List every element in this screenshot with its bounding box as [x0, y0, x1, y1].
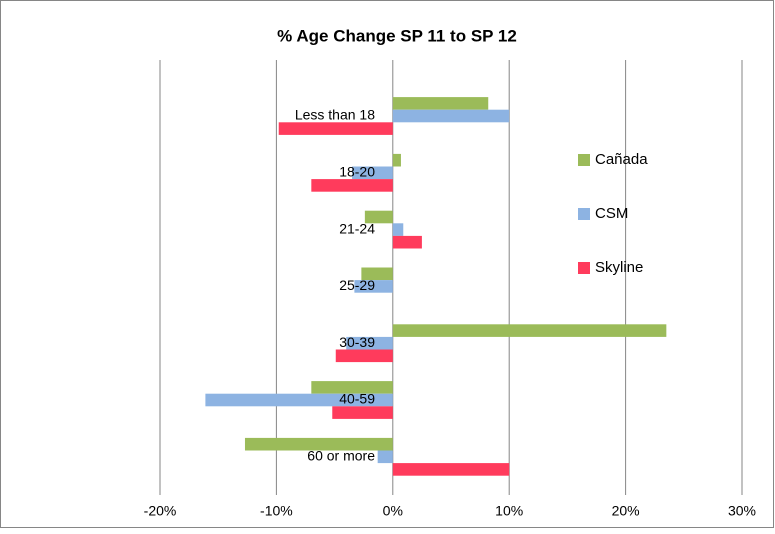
bar [392, 97, 489, 110]
legend-swatch [578, 208, 590, 220]
bar [364, 210, 393, 224]
bar [335, 349, 393, 363]
x-tick-label: 30% [728, 503, 756, 519]
y-tick-label: 60 or more [307, 448, 375, 464]
y-tick-label: 30-39 [339, 334, 375, 350]
bar [377, 450, 393, 464]
bar [311, 179, 393, 192]
bar [346, 336, 393, 350]
bar [392, 463, 510, 476]
bar [392, 109, 510, 123]
bar [392, 235, 422, 249]
y-tick-label: 21-24 [339, 220, 375, 236]
bar [392, 223, 404, 236]
bar [244, 437, 393, 451]
bar [354, 280, 393, 293]
bar [278, 122, 393, 135]
legend-label: Skyline [595, 259, 643, 276]
bar [392, 153, 401, 167]
legend-swatch [578, 262, 590, 274]
legend-swatch [578, 154, 590, 166]
y-tick-label: Less than 18 [295, 107, 375, 123]
x-tick-label: 10% [495, 503, 523, 519]
bar [205, 393, 393, 407]
bar [361, 267, 393, 281]
bar [352, 166, 393, 180]
bar [311, 381, 393, 394]
x-tick-label: -20% [144, 503, 177, 519]
x-tick-label: 0% [383, 503, 403, 519]
bar [332, 406, 393, 419]
legend-label: Cañada [595, 151, 648, 168]
y-tick-label: 18-20 [339, 164, 375, 180]
x-tick-label: -10% [260, 503, 293, 519]
bar [392, 324, 667, 337]
y-tick-label: 25-29 [339, 277, 375, 293]
legend-label: CSM [595, 205, 628, 222]
chart-title: % Age Change SP 11 to SP 12 [277, 26, 517, 45]
x-tick-label: 20% [612, 503, 640, 519]
y-tick-label: 40-59 [339, 391, 375, 407]
